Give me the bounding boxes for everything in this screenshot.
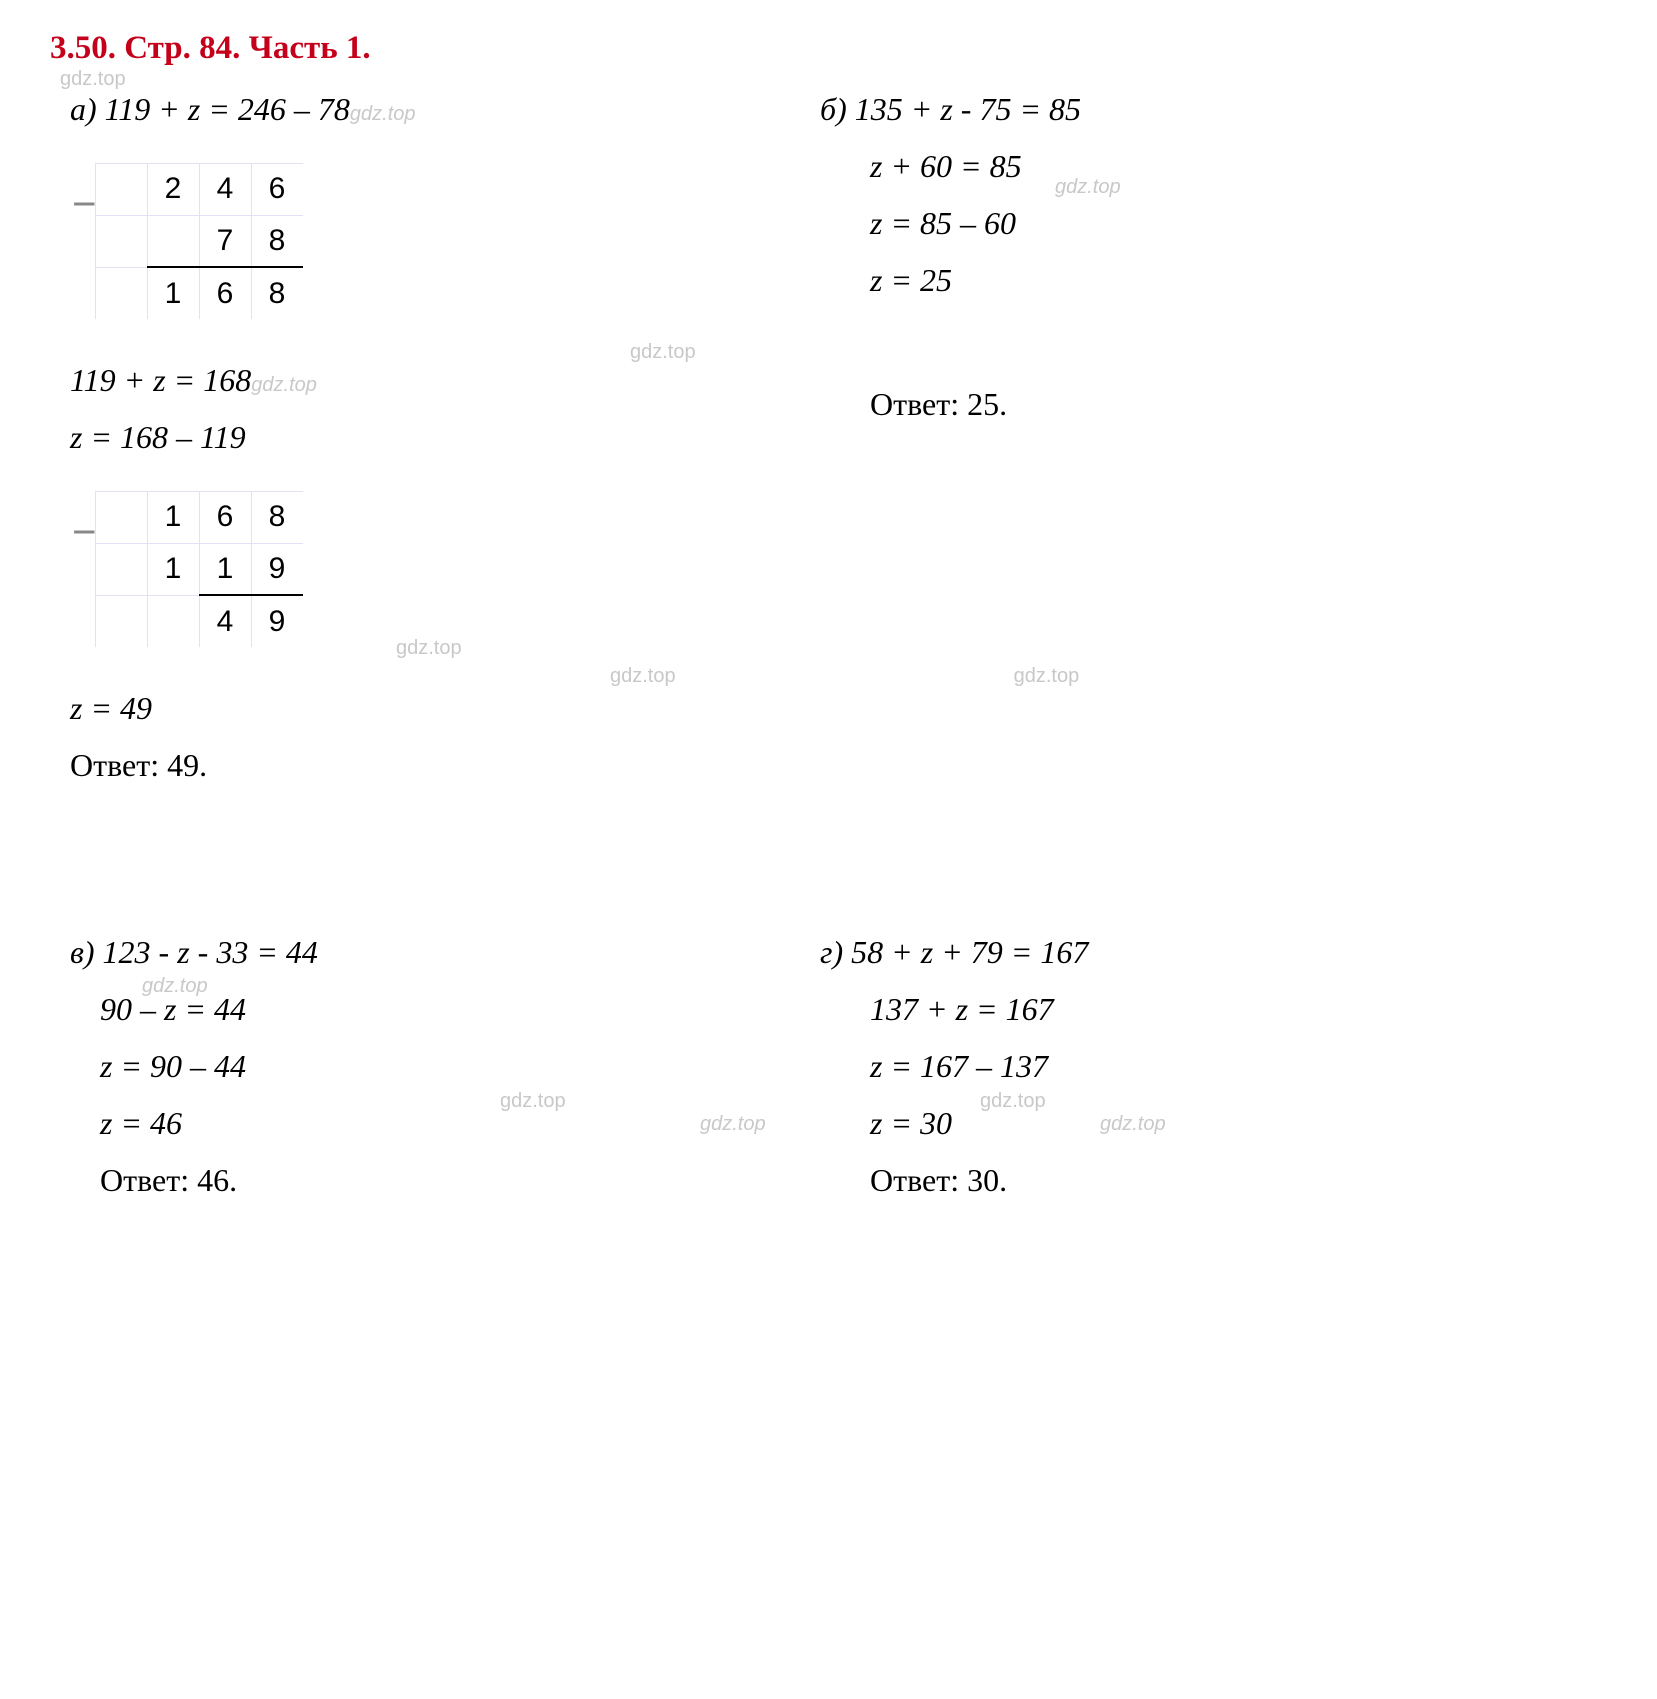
watermark-mid-left: gdz.top <box>500 1090 566 1113</box>
g-eq1: г) 58 + z + 79 = 167 <box>820 934 1550 971</box>
b-eq4: z = 25 <box>820 262 1550 299</box>
cell <box>95 267 147 319</box>
g-eq2: 137 + z = 167 <box>820 991 1550 1028</box>
cell: 8 <box>251 215 303 267</box>
cell: 8 <box>251 267 303 319</box>
problem-a: а) 119 + z = 246 – 78gdz.top − 2 4 6 7 8 <box>50 71 800 804</box>
cell: 1 <box>147 267 199 319</box>
problem-g: г) 58 + z + 79 = 167 137 + z = 167 z = 1… <box>800 914 1550 1219</box>
b-eq4-text: z = 25 <box>870 262 952 298</box>
watermark-2: gdz.top <box>350 103 416 125</box>
watermark-7: gdz.top <box>610 665 676 687</box>
b-answer-label: Ответ: <box>870 386 959 422</box>
g-answer-label: Ответ: <box>870 1162 959 1198</box>
v-eq1-text: 123 - z - 33 = 44 <box>103 934 318 970</box>
minus-icon: − <box>72 180 97 228</box>
cell <box>95 163 147 215</box>
watermark-3: gdz.top <box>251 374 317 396</box>
cell <box>147 595 199 647</box>
g-eq4-text: z = 30 <box>870 1105 952 1141</box>
a-eq2: 119 + z = 168gdz.top <box>70 362 800 399</box>
cell: 6 <box>199 267 251 319</box>
a-calc2-table: 1 6 8 1 1 9 4 9 <box>95 491 303 647</box>
v-eq4: z = 46 <box>70 1105 800 1142</box>
a-answer-label: Ответ: <box>70 747 159 783</box>
cell: 1 <box>199 543 251 595</box>
b-eq2-text: z + 60 = 85 <box>870 148 1022 184</box>
top-columns: а) 119 + z = 246 – 78gdz.top − 2 4 6 7 8 <box>50 71 1607 804</box>
cell <box>95 595 147 647</box>
cell: 8 <box>251 491 303 543</box>
a-answer: Ответ: 49. <box>70 747 800 784</box>
a-eq2-text: 119 + z = 168 <box>70 362 251 398</box>
g-answer: Ответ: 30. <box>820 1162 1550 1199</box>
cell: 4 <box>199 595 251 647</box>
g-answer-value: 30. <box>967 1162 1007 1198</box>
cell: 6 <box>251 163 303 215</box>
a-calc1-table: 2 4 6 7 8 1 6 8 <box>95 163 303 319</box>
page-title: 3.50. Стр. 84. Часть 1. <box>50 30 1607 67</box>
a-eq1: а) 119 + z = 246 – 78gdz.top <box>70 91 800 128</box>
cell: 2 <box>147 163 199 215</box>
v-answer: Ответ: 46. <box>70 1162 800 1199</box>
b-eq1-text: 135 + z - 75 = 85 <box>855 91 1081 127</box>
g-eq4: gdz.top z = 30 gdz.top <box>820 1105 1550 1142</box>
b-eq2: z + 60 = 85 gdz.top <box>820 148 1550 185</box>
b-eq3: z = 85 – 60 <box>820 205 1550 242</box>
b-answer: Ответ: 25. <box>820 386 1550 423</box>
v-eq1: в) 123 - z - 33 = 44 <box>70 934 800 971</box>
cell <box>95 543 147 595</box>
a-eq4: z = 49 <box>70 690 800 727</box>
a-answer-value: 49. <box>167 747 207 783</box>
cell <box>147 215 199 267</box>
cell: 1 <box>147 491 199 543</box>
a-calc2: − 1 6 8 1 1 9 4 9 <box>70 476 303 662</box>
watermark-9: gdz.top <box>142 975 208 998</box>
cell: 7 <box>199 215 251 267</box>
b-answer-value: 25. <box>967 386 1007 422</box>
cell <box>95 215 147 267</box>
v-label: в) <box>70 934 95 970</box>
g-eq1-text: 58 + z + 79 = 167 <box>851 934 1088 970</box>
g-eq3: z = 167 – 137 <box>820 1048 1550 1085</box>
g-label: г) <box>820 934 843 970</box>
bottom-columns: в) 123 - z - 33 = 44 90 – z = 44 gdz.top… <box>50 914 1607 1219</box>
v-eq3: z = 90 – 44 <box>70 1048 800 1085</box>
cell: 6 <box>199 491 251 543</box>
problem-b: б) 135 + z - 75 = 85 z + 60 = 85 gdz.top… <box>800 71 1550 804</box>
watermark-11: gdz.top <box>1100 1113 1166 1136</box>
cell: 4 <box>199 163 251 215</box>
a-eq3: z = 168 – 119 <box>70 419 800 456</box>
watermark-4: gdz.top <box>396 637 462 659</box>
a-label: а) <box>70 91 97 127</box>
watermark-6: gdz.top <box>630 341 696 363</box>
v-eq2: 90 – z = 44 gdz.top <box>70 991 800 1028</box>
b-label: б) <box>820 91 847 127</box>
a-eq1-text: 119 + z = 246 – 78 <box>105 91 350 127</box>
watermark-1: gdz.top <box>60 68 126 91</box>
a-calc1: − 2 4 6 7 8 1 6 8 <box>70 148 303 334</box>
v-answer-label: Ответ: <box>100 1162 189 1198</box>
problem-v: в) 123 - z - 33 = 44 90 – z = 44 gdz.top… <box>50 914 800 1219</box>
v-answer-value: 46. <box>197 1162 237 1198</box>
cell: 9 <box>251 595 303 647</box>
cell: 1 <box>147 543 199 595</box>
cell: 9 <box>251 543 303 595</box>
cell <box>95 491 147 543</box>
watermark-8: gdz.top <box>1014 665 1080 687</box>
watermark-10: gdz.top <box>700 1113 766 1136</box>
minus-icon: − <box>72 508 97 556</box>
b-eq1: б) 135 + z - 75 = 85 <box>820 91 1550 128</box>
watermark-5: gdz.top <box>1055 176 1121 199</box>
